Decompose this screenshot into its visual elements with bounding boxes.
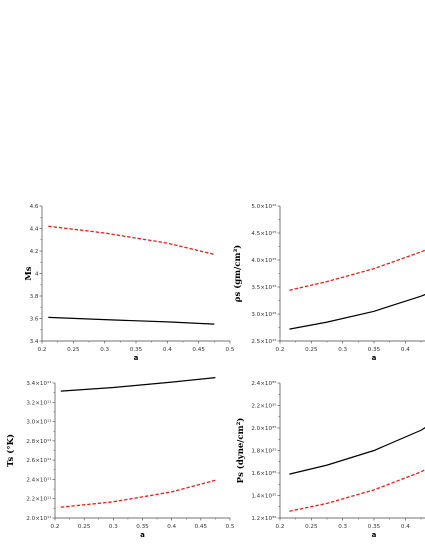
y-tick-label: 2.6×10¹¹ <box>26 457 51 464</box>
y-tick-label: 3.8 <box>30 294 39 300</box>
x-tick-label: 0.35 <box>368 347 381 353</box>
y-tick-label: 4.2 <box>30 249 39 255</box>
y-tick-label: 3.4×10¹¹ <box>26 380 51 387</box>
y-tick-label: 4.0×10¹⁵ <box>251 257 276 264</box>
y-tick-label: 4.5×10¹⁵ <box>251 230 276 237</box>
y-tick-label: 2.0×10³⁵ <box>251 425 276 432</box>
y-tick-label: 5.0×10¹⁵ <box>251 203 276 210</box>
series-line-2 <box>48 225 215 256</box>
x-tick-label: 0.3 <box>338 347 347 353</box>
x-tick-label: 0.35 <box>136 524 149 530</box>
x-tick-label: 0.5 <box>226 347 235 353</box>
y-tick-label: 2.2×10¹¹ <box>26 496 51 503</box>
chart-panel-4: 0.20.250.30.350.40.450.41.2×10³⁵1.4×10³⁵… <box>235 380 425 539</box>
x-axis-label: a <box>134 354 139 362</box>
x-tick-label: 0.4 <box>401 347 410 353</box>
y-tick-label: 3.0×10¹¹ <box>26 419 51 426</box>
y-axis-label: ρs (gm/cm³) <box>232 245 243 302</box>
series-line-2 <box>289 249 425 291</box>
x-tick-label: 0.2 <box>51 524 60 530</box>
y-tick-label: 4 <box>35 272 39 278</box>
chart-panel-3: 0.2 0.25 0.3 0.35 0.4 0.45 0.5 2.0×10¹¹ 2.2×10¹¹… <box>5 377 235 539</box>
y-tick-label: 3.4 <box>30 339 39 345</box>
x-axis-label: a <box>372 354 377 362</box>
y-tick-label: 2.4×10¹¹ <box>26 476 51 483</box>
y-axis-label: Ms <box>24 266 34 280</box>
x-tick-label: 0.3 <box>109 524 118 530</box>
x-tick-label: 0.25 <box>78 524 91 530</box>
x-tick-label: 0.25 <box>305 524 318 530</box>
y-tick-label: 3.0×10¹⁵ <box>251 311 276 318</box>
x-tick-label: 0.4 <box>163 347 172 353</box>
x-tick-label: 0.3 <box>338 524 347 530</box>
y-tick-label: 2.5×10¹⁵ <box>251 338 276 345</box>
series-line-1 <box>60 377 216 392</box>
x-tick-label: 0.25 <box>305 347 318 353</box>
y-tick-label: 1.2×10³⁵ <box>251 515 276 522</box>
series-line-2 <box>60 479 216 508</box>
x-tick-label: 0.45 <box>192 347 205 353</box>
y-tick-label: 2.0×10¹¹ <box>26 515 51 522</box>
y-tick-label: 1.6×10³⁵ <box>251 470 276 477</box>
y-tick-label: 1.8×10³⁵ <box>251 448 276 455</box>
x-axis-label: a <box>372 531 377 539</box>
y-axis-label: Ps (dyne/cm²) <box>235 418 246 484</box>
y-tick-label: 4.4 <box>30 227 39 233</box>
x-tick-label: 0.5 <box>226 524 235 530</box>
x-axis-label: a <box>140 531 145 539</box>
chart-panel-1: 0.2 0.25 0.3 0.35 0.4 0.45 0.5 3.4 3.6 3.8 4 4.2 4.4… <box>24 204 235 362</box>
x-tick-label: 0.25 <box>67 347 80 353</box>
series-line-1 <box>48 316 215 325</box>
y-tick-label: 4.6 <box>30 204 39 210</box>
y-tick-label: 2.2×10³⁵ <box>251 403 276 410</box>
y-tick-label: 3.2×10¹¹ <box>26 399 51 406</box>
y-tick-label: 3.5×10¹⁵ <box>251 284 276 291</box>
y-tick-label: 3.6 <box>30 317 39 323</box>
x-tick-label: 0.35 <box>130 347 143 353</box>
y-tick-label: 1.4×10³⁵ <box>251 493 276 500</box>
y-tick-label: 2.4×10³⁵ <box>251 380 276 387</box>
x-tick-label: 0.4 <box>167 524 176 530</box>
x-tick-label: 0.4 <box>401 524 410 530</box>
y-axis-label: Ts (°K) <box>5 434 16 467</box>
series-line-1 <box>289 293 425 330</box>
x-tick-label: 0.2 <box>38 347 47 353</box>
series-line-1 <box>289 427 425 475</box>
x-tick-label: 0.3 <box>100 347 109 353</box>
x-tick-label: 0.2 <box>276 347 285 353</box>
x-tick-label: 0.2 <box>276 524 285 530</box>
series-line-2 <box>289 469 425 512</box>
x-tick-label: 0.35 <box>368 524 381 530</box>
x-tick-label: 0.45 <box>195 524 208 530</box>
chart-panel-2: 0.20.250.30.350.40.450.42.5×10¹⁵3.0×10¹⁵… <box>232 203 425 362</box>
y-tick-label: 2.8×10¹¹ <box>26 438 51 445</box>
